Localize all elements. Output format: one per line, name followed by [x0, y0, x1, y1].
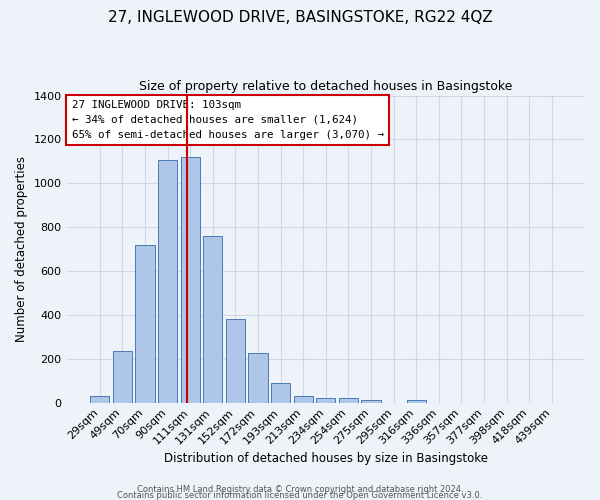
Bar: [90, 396, 109, 402]
Text: 27, INGLEWOOD DRIVE, BASINGSTOKE, RG22 4QZ: 27, INGLEWOOD DRIVE, BASINGSTOKE, RG22 4…: [107, 10, 493, 25]
Text: 27 INGLEWOOD DRIVE: 103sqm
← 34% of detached houses are smaller (1,624)
65% of s: 27 INGLEWOOD DRIVE: 103sqm ← 34% of deta…: [72, 100, 384, 140]
Text: Contains HM Land Registry data © Crown copyright and database right 2024.: Contains HM Land Registry data © Crown c…: [137, 484, 463, 494]
Bar: [361, 400, 380, 402]
Bar: [248, 354, 268, 403]
Bar: [271, 383, 290, 402]
Bar: [339, 398, 358, 402]
Bar: [158, 160, 177, 402]
Bar: [316, 398, 335, 402]
Bar: [181, 157, 200, 402]
Y-axis label: Number of detached properties: Number of detached properties: [15, 156, 28, 342]
Bar: [203, 236, 223, 402]
Title: Size of property relative to detached houses in Basingstoke: Size of property relative to detached ho…: [139, 80, 512, 93]
X-axis label: Distribution of detached houses by size in Basingstoke: Distribution of detached houses by size …: [164, 452, 488, 465]
Bar: [226, 320, 245, 402]
Bar: [136, 244, 155, 402]
Bar: [113, 351, 132, 403]
Text: Contains public sector information licensed under the Open Government Licence v3: Contains public sector information licen…: [118, 490, 482, 500]
Bar: [293, 396, 313, 402]
Bar: [407, 400, 426, 402]
